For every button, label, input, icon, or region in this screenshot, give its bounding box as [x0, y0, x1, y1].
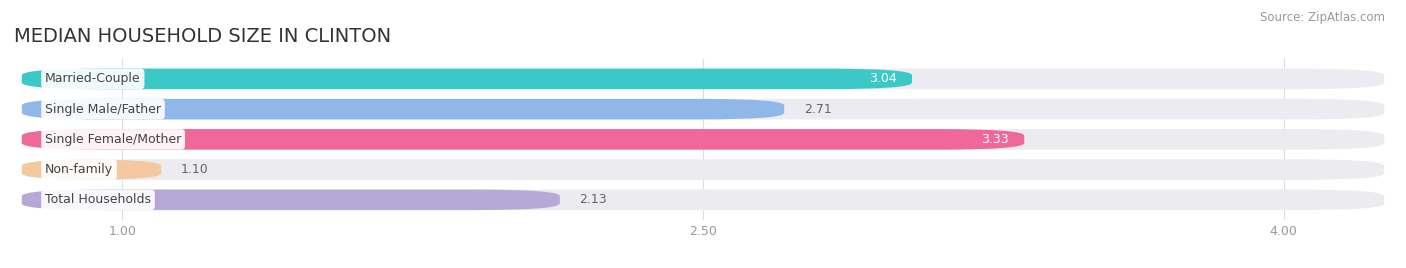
Text: MEDIAN HOUSEHOLD SIZE IN CLINTON: MEDIAN HOUSEHOLD SIZE IN CLINTON [14, 27, 391, 46]
Text: 2.13: 2.13 [579, 193, 607, 206]
Text: 1.10: 1.10 [180, 163, 208, 176]
Text: Total Households: Total Households [45, 193, 150, 206]
FancyBboxPatch shape [22, 129, 1384, 150]
FancyBboxPatch shape [22, 69, 1384, 89]
FancyBboxPatch shape [22, 69, 912, 89]
FancyBboxPatch shape [22, 189, 560, 210]
Text: Single Male/Father: Single Male/Father [45, 103, 162, 116]
Text: Non-family: Non-family [45, 163, 112, 176]
FancyBboxPatch shape [22, 159, 162, 180]
FancyBboxPatch shape [22, 129, 1024, 150]
Text: Source: ZipAtlas.com: Source: ZipAtlas.com [1260, 11, 1385, 24]
Text: Married-Couple: Married-Couple [45, 72, 141, 85]
FancyBboxPatch shape [22, 99, 785, 120]
FancyBboxPatch shape [22, 159, 1384, 180]
Text: 2.71: 2.71 [804, 103, 831, 116]
Text: 3.04: 3.04 [869, 72, 897, 85]
FancyBboxPatch shape [22, 189, 1384, 210]
Text: Single Female/Mother: Single Female/Mother [45, 133, 181, 146]
Text: 3.33: 3.33 [981, 133, 1008, 146]
FancyBboxPatch shape [22, 99, 1384, 120]
